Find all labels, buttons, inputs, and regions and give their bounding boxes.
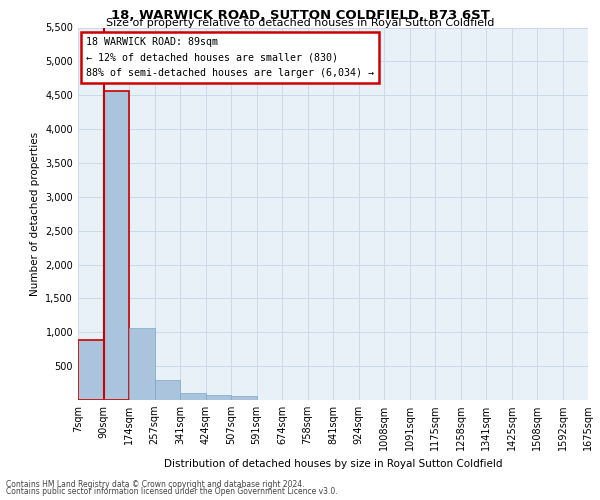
Bar [129,328,155,400]
Text: 18, WARWICK ROAD, SUTTON COLDFIELD, B73 6ST: 18, WARWICK ROAD, SUTTON COLDFIELD, B73 … [110,9,490,22]
Bar [104,91,129,400]
Y-axis label: Number of detached properties: Number of detached properties [30,132,40,296]
Text: Contains public sector information licensed under the Open Government Licence v3: Contains public sector information licen… [6,487,338,496]
Bar [205,394,231,400]
Bar [78,340,104,400]
X-axis label: Distribution of detached houses by size in Royal Sutton Coldfield: Distribution of detached houses by size … [164,458,502,468]
Bar [231,396,257,400]
Bar [180,393,205,400]
Text: 18 WARWICK ROAD: 89sqm
← 12% of detached houses are smaller (830)
88% of semi-de: 18 WARWICK ROAD: 89sqm ← 12% of detached… [86,37,374,78]
Text: Size of property relative to detached houses in Royal Sutton Coldfield: Size of property relative to detached ho… [106,18,494,28]
Bar [155,380,180,400]
Text: Contains HM Land Registry data © Crown copyright and database right 2024.: Contains HM Land Registry data © Crown c… [6,480,305,489]
